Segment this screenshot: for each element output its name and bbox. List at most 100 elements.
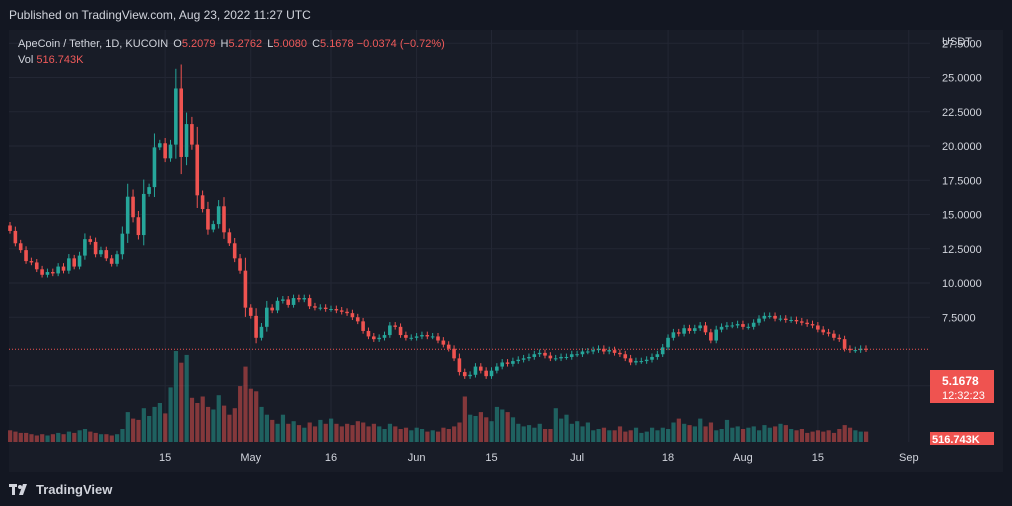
candle-body	[61, 266, 66, 271]
x-tick-label: Jun	[408, 452, 426, 464]
volume-bar	[847, 427, 853, 442]
volume-bar	[355, 421, 360, 442]
candle-body	[457, 358, 462, 373]
candle-body	[660, 347, 665, 355]
candle-body	[302, 298, 307, 300]
volume-bar	[789, 429, 794, 442]
symbol-label[interactable]: ApeCoin / Tether, 1D, KUCOIN	[18, 38, 169, 50]
candle-body	[361, 321, 365, 331]
candle-body	[179, 88, 183, 157]
candle-body	[548, 355, 553, 359]
volume-bars	[8, 351, 869, 442]
candle-body	[821, 329, 825, 333]
volume-bar	[799, 429, 804, 442]
volume-bar	[842, 425, 847, 442]
candle-body	[174, 88, 178, 145]
candle-body	[275, 300, 280, 311]
candle-body	[553, 358, 558, 360]
candle-body	[8, 225, 12, 231]
candle-body	[495, 366, 499, 371]
volume-bar	[580, 426, 585, 442]
candle-body	[436, 336, 440, 341]
volume-bar	[222, 405, 227, 442]
volume-bar	[141, 408, 146, 442]
candle-body	[420, 335, 424, 337]
volume-bar	[746, 427, 751, 442]
candle-body	[682, 328, 686, 334]
candle-body	[141, 193, 146, 236]
candle-body	[136, 217, 141, 236]
candle-body	[709, 332, 713, 341]
volume-bar	[72, 432, 77, 442]
candle-body	[248, 307, 253, 316]
candle-body	[446, 344, 451, 349]
volume-bar	[227, 414, 232, 442]
volume-bar	[179, 362, 184, 442]
volume-bar	[45, 435, 50, 442]
volume-bar	[666, 429, 671, 442]
volume-bar	[719, 429, 724, 442]
candle-body	[826, 332, 831, 334]
volume-bar	[698, 418, 703, 442]
tradingview-logo-icon	[9, 483, 27, 495]
volume-bar	[329, 418, 334, 442]
candle-body	[842, 339, 847, 349]
candle-body	[762, 315, 767, 319]
volume-bar	[473, 416, 478, 442]
candlestick-chart[interactable]: 27.5000 25.0000 22.5000 20.0000 17.5000 15.00…	[0, 0, 1012, 480]
candle-body	[580, 351, 585, 355]
volume-bar	[452, 426, 457, 442]
candle-body	[767, 315, 772, 317]
candle-body	[72, 258, 76, 267]
top-bar: Published on TradingView.com, Aug 23, 20…	[0, 0, 1012, 30]
volume-bar	[318, 419, 323, 442]
volume-bar	[751, 426, 756, 442]
volume-bar	[382, 429, 387, 442]
candle-body	[291, 298, 296, 305]
candle-body	[270, 307, 274, 311]
candle-body	[13, 230, 18, 244]
candle-body	[623, 354, 628, 359]
volume-bar	[270, 419, 275, 442]
candle-body	[259, 326, 264, 338]
volume-bar	[88, 431, 93, 442]
volume-bar	[569, 423, 574, 442]
volume-bar	[853, 430, 858, 442]
candle-body	[569, 354, 574, 357]
volume-bar	[864, 431, 869, 442]
candle-body	[783, 318, 788, 320]
candle-body	[719, 326, 724, 330]
y-tick-label: 15.0000	[942, 210, 982, 222]
candle-body	[334, 309, 339, 311]
candle-body	[618, 352, 622, 355]
candle-body	[329, 309, 333, 311]
volume-bar	[692, 426, 697, 442]
candle-body	[794, 319, 799, 322]
volume-bar	[468, 414, 473, 442]
volume-bar	[238, 386, 243, 442]
candles	[8, 64, 868, 379]
candle-body	[184, 124, 189, 157]
volume-bar	[29, 434, 34, 442]
candle-body	[339, 310, 344, 312]
candle-body	[725, 325, 729, 327]
y-tick-label: 17.5000	[942, 175, 982, 187]
candle-body	[521, 358, 526, 360]
candle-body	[18, 243, 23, 251]
published-text: Published on TradingView.com, Aug 23, 20…	[9, 8, 311, 22]
candle-body	[51, 272, 55, 274]
volume-bar	[617, 426, 623, 442]
candle-body	[757, 318, 761, 323]
volume-bar	[767, 427, 772, 442]
volume-bar	[703, 426, 708, 442]
volume-bar	[34, 435, 39, 442]
volume-bar	[607, 430, 612, 442]
footer-brand[interactable]: TradingView	[9, 482, 112, 497]
candle-body	[366, 330, 371, 337]
candle-body	[115, 254, 119, 264]
candle-body	[698, 325, 702, 329]
candle-body	[730, 325, 735, 327]
volume-bar	[131, 418, 136, 442]
candle-body	[607, 350, 611, 352]
candle-body	[532, 354, 537, 357]
